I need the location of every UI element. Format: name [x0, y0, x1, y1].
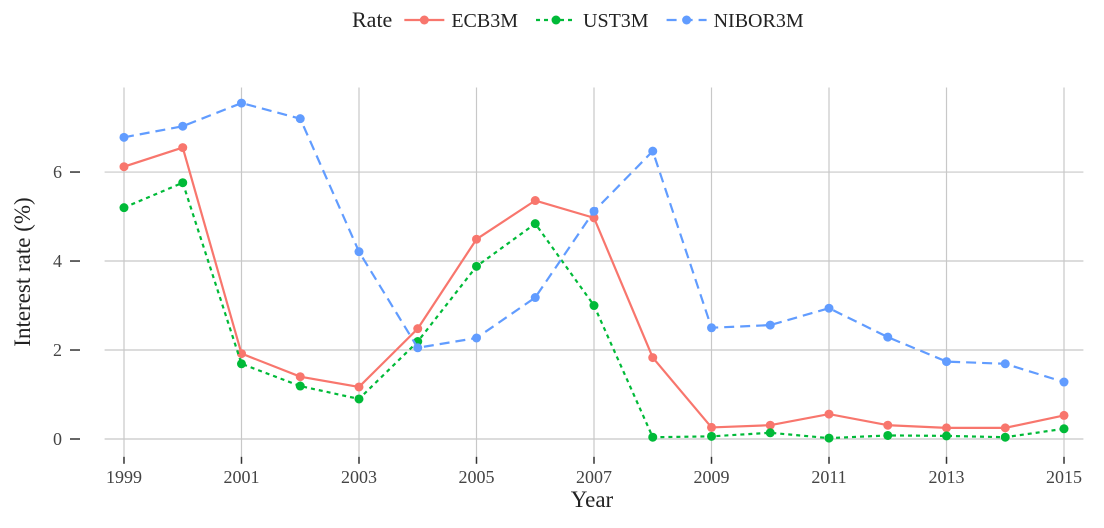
data-point — [236, 98, 246, 108]
data-point — [648, 432, 658, 442]
data-point — [883, 420, 893, 430]
data-point — [178, 121, 188, 131]
x-tick-label: 2005 — [458, 467, 494, 487]
x-tick-label: 2013 — [929, 467, 965, 487]
data-point — [707, 422, 717, 432]
legend-label: NIBOR3M — [714, 10, 804, 32]
legend-label: UST3M — [583, 10, 649, 32]
legend-swatch-point — [419, 15, 429, 25]
legend-label: ECB3M — [451, 10, 518, 32]
legend-swatch-point — [682, 15, 692, 25]
data-point — [883, 332, 893, 342]
legend-swatch-point — [551, 15, 561, 25]
y-tick-label: 6 — [53, 162, 62, 182]
data-point — [765, 320, 775, 330]
data-point — [413, 343, 423, 353]
y-tick-label: 0 — [53, 429, 62, 449]
data-point — [413, 324, 423, 334]
data-point — [119, 132, 129, 142]
x-axis-title: Year — [571, 487, 614, 512]
data-point — [471, 261, 481, 271]
data-point — [236, 359, 246, 369]
data-point — [1000, 423, 1010, 433]
data-point — [1000, 359, 1010, 369]
data-point — [589, 206, 599, 216]
data-point — [295, 381, 305, 391]
data-point — [471, 333, 481, 343]
x-tick-label: 2011 — [811, 467, 846, 487]
data-point — [1000, 432, 1010, 442]
y-tick-label: 4 — [53, 251, 62, 271]
legend-title: Rate — [352, 7, 392, 32]
x-tick-label: 2009 — [694, 467, 730, 487]
data-point — [530, 293, 540, 303]
x-tick-label: 2007 — [576, 467, 612, 487]
x-tick-label: 2003 — [341, 467, 377, 487]
data-point — [530, 196, 540, 206]
data-point — [942, 357, 952, 367]
data-point — [471, 234, 481, 244]
data-point — [824, 409, 834, 419]
data-point — [119, 203, 129, 213]
data-point — [354, 247, 364, 257]
x-tick-label: 1999 — [106, 467, 142, 487]
x-tick-label: 2015 — [1046, 467, 1082, 487]
data-point — [178, 143, 188, 153]
data-point — [1059, 377, 1069, 387]
data-point — [707, 431, 717, 441]
data-point — [178, 178, 188, 188]
data-point — [883, 430, 893, 440]
data-point — [648, 353, 658, 363]
data-point — [119, 162, 129, 172]
data-point — [354, 394, 364, 404]
data-point — [1059, 424, 1069, 434]
data-point — [824, 303, 834, 313]
data-point — [942, 431, 952, 441]
data-point — [295, 372, 305, 382]
data-point — [824, 433, 834, 443]
data-point — [354, 382, 364, 392]
data-point — [1059, 410, 1069, 420]
data-point — [236, 349, 246, 359]
data-point — [530, 219, 540, 229]
y-tick-label: 2 — [53, 340, 62, 360]
data-point — [295, 114, 305, 124]
data-point — [589, 301, 599, 311]
data-point — [765, 420, 775, 430]
data-point — [765, 428, 775, 438]
y-axis-title: Interest rate (%) — [10, 197, 35, 346]
data-point — [648, 146, 658, 156]
data-point — [707, 323, 717, 333]
x-tick-label: 2001 — [223, 467, 259, 487]
data-point — [942, 423, 952, 433]
